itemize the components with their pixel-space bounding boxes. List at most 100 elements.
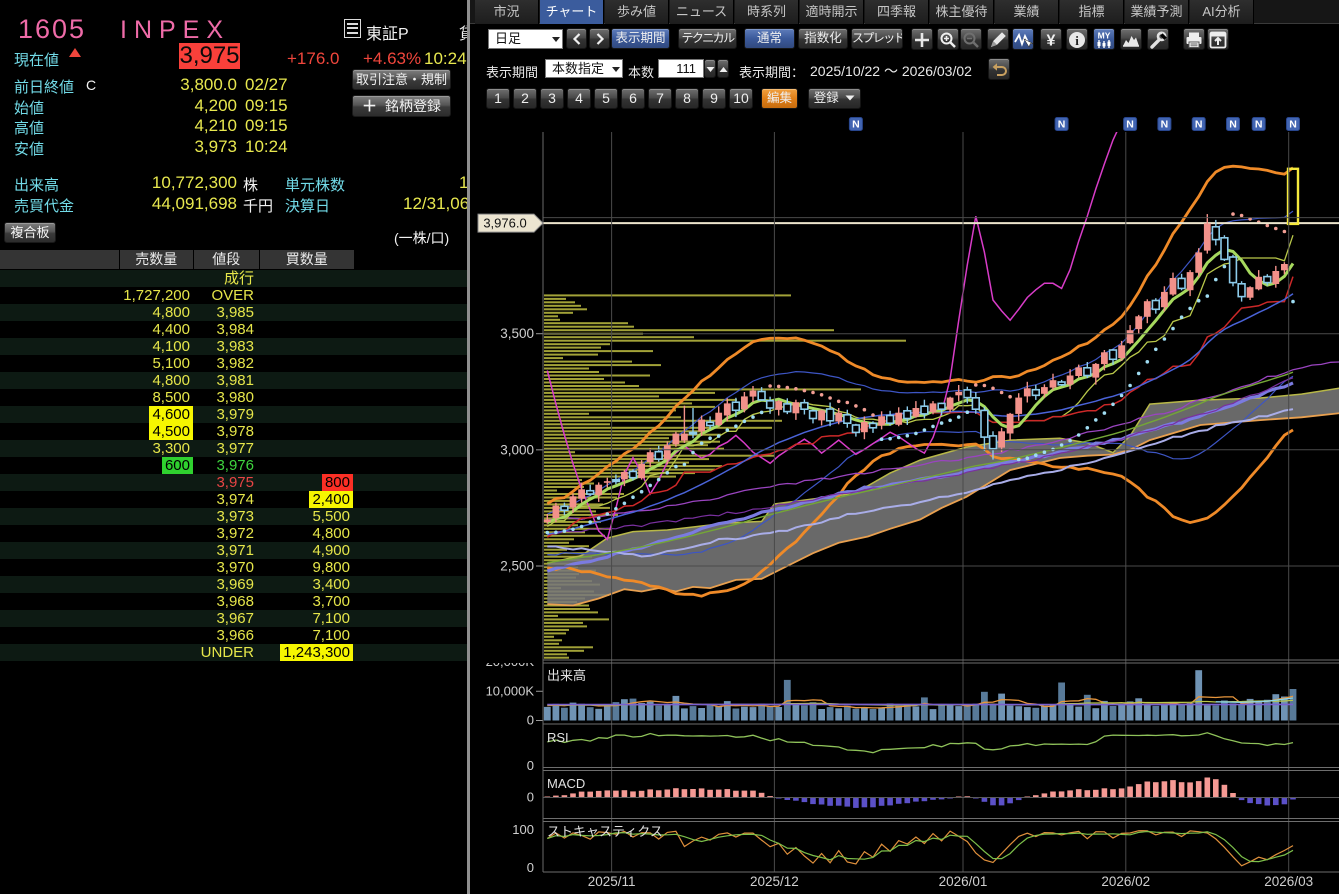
volume-bar: [715, 706, 723, 721]
register-dropdown[interactable]: 登録: [808, 88, 861, 109]
technical-button[interactable]: テクニカル: [678, 28, 737, 49]
spread-button[interactable]: スプレッド: [851, 28, 903, 49]
tab-forecast[interactable]: 業績予測: [1125, 0, 1189, 24]
orderbook-row[interactable]: 成行: [0, 270, 467, 287]
orderbook-row[interactable]: 5,100 3,982: [0, 355, 467, 372]
orderbook-row[interactable]: 3,970 9,800: [0, 559, 467, 576]
next-button[interactable]: [589, 28, 610, 49]
macd-bar: [981, 797, 988, 802]
register-stock-button[interactable]: ＋銘柄登録: [352, 95, 451, 117]
volume-profile-bar: [544, 489, 557, 492]
composite-board-button[interactable]: 複合板: [4, 222, 56, 243]
preset-6-button[interactable]: 6: [621, 88, 645, 109]
tab-shikiho[interactable]: 四季報: [865, 0, 929, 24]
spin-up-button[interactable]: [717, 59, 729, 78]
preset-8-button[interactable]: 8: [675, 88, 699, 109]
orderbook-row[interactable]: 4,800 3,981: [0, 372, 467, 389]
document-icon[interactable]: [344, 19, 361, 38]
area-chart-icon[interactable]: [1120, 28, 1142, 50]
tab-chart[interactable]: チャート: [540, 0, 604, 24]
trendline-icon[interactable]: [1012, 28, 1034, 50]
tab-disclosure[interactable]: 適時開示: [800, 0, 864, 24]
bar-count-input[interactable]: 111: [658, 59, 704, 78]
orderbook-row[interactable]: 3,967 7,100: [0, 610, 467, 627]
spin-down-button[interactable]: [704, 59, 716, 78]
news-marker-label: N: [1126, 119, 1134, 131]
print-icon[interactable]: [1183, 28, 1205, 50]
orderbook-row[interactable]: 4,100 3,983: [0, 338, 467, 355]
volume-profile-bar: [544, 398, 737, 401]
normal-button[interactable]: 通常: [744, 28, 795, 49]
market-segment: 東証P: [366, 26, 409, 43]
prev-button[interactable]: [566, 28, 587, 49]
tab-indicators[interactable]: 指標: [1060, 0, 1124, 24]
info-icon[interactable]: i: [1066, 28, 1088, 50]
sar-dot: [948, 418, 952, 423]
candle-down: [628, 470, 638, 479]
undo-icon[interactable]: [988, 58, 1010, 80]
zoom-in-icon[interactable]: [937, 28, 959, 50]
price-chart[interactable]: 3,500 3,000 2,500 N N N N N N N N 20,000K 10,000K 0 出来…: [470, 112, 1339, 894]
volume-profile-bar: [544, 468, 715, 471]
candle-up: [861, 422, 868, 433]
orderbook-row[interactable]: 4,800 3,985: [0, 304, 467, 321]
trade-warning-button[interactable]: 取引注意・規制: [352, 69, 451, 90]
preset-4-button[interactable]: 4: [567, 88, 591, 109]
preset-7-button[interactable]: 7: [648, 88, 672, 109]
orderbook-row[interactable]: 3,969 3,400: [0, 576, 467, 593]
tab-market[interactable]: 市況: [475, 0, 539, 24]
yen-icon[interactable]: ¥: [1040, 28, 1062, 50]
sar-dot: [1068, 438, 1072, 443]
tab-earnings[interactable]: 業績: [995, 0, 1059, 24]
tab-news[interactable]: ニュース: [670, 0, 734, 24]
candle-down: [800, 401, 809, 411]
y-axis-label: 3,000: [500, 442, 534, 457]
macd-bar: [827, 797, 833, 806]
orderbook-row[interactable]: 1,727,200 OVER: [0, 287, 467, 304]
preset-1-button[interactable]: 1: [486, 88, 510, 109]
orderbook-row[interactable]: 4,400 3,984: [0, 321, 467, 338]
quote-row-label-prev-close: 前日終値: [14, 79, 75, 96]
sar-dot: [862, 407, 867, 412]
my-chart-icon[interactable]: MY: [1093, 28, 1115, 50]
interval-select[interactable]: 日足: [488, 29, 563, 49]
quote-row-value-unit-shares: 1: [459, 173, 467, 192]
tab-ai[interactable]: AI分析: [1190, 0, 1254, 24]
tab-tick[interactable]: 歩み値: [605, 0, 669, 24]
orderbook-row[interactable]: UNDER 1,243,300: [0, 644, 467, 661]
preset-9-button[interactable]: 9: [702, 88, 726, 109]
quote-row-label-low: 安値: [14, 141, 45, 158]
edit-button[interactable]: 編集: [761, 88, 798, 109]
add-icon[interactable]: [911, 28, 933, 50]
orderbook-row[interactable]: 4,500 3,978: [0, 423, 467, 440]
indexed-button[interactable]: 指数化: [798, 28, 848, 49]
ma25-line: [547, 293, 1294, 536]
sar-dot: [1282, 229, 1287, 234]
orderbook-row[interactable]: 8,500 3,980: [0, 389, 467, 406]
popup-icon[interactable]: [1207, 28, 1229, 50]
draw-icon[interactable]: [987, 28, 1009, 50]
orderbook-row[interactable]: 3,968 3,700: [0, 593, 467, 610]
orderbook-row[interactable]: 3,975 800: [0, 474, 467, 491]
preset-3-button[interactable]: 3: [540, 88, 564, 109]
tab-timeseries[interactable]: 時系列: [735, 0, 799, 24]
period-mode-select[interactable]: 本数指定: [545, 59, 623, 78]
orderbook-row[interactable]: 3,974 2,400: [0, 491, 467, 508]
tab-benefits[interactable]: 株主優待: [930, 0, 994, 24]
preset-2-button[interactable]: 2: [513, 88, 537, 109]
orderbook-row[interactable]: 3,971 4,900: [0, 542, 467, 559]
orderbook-row[interactable]: 3,973 5,500: [0, 508, 467, 525]
orderbook-row[interactable]: 3,300 3,977: [0, 440, 467, 457]
orderbook-row[interactable]: 3,966 7,100: [0, 627, 467, 644]
display-period-button[interactable]: 表示期間: [611, 28, 670, 49]
zoom-out-icon[interactable]: [960, 28, 982, 50]
orderbook-row[interactable]: 4,600 3,979: [0, 406, 467, 423]
panel-divider[interactable]: [467, 0, 470, 894]
preset-10-button[interactable]: 10: [729, 88, 753, 109]
quote-flag: C: [86, 77, 97, 93]
orderbook-row[interactable]: 3,972 4,800: [0, 525, 467, 542]
settings-icon[interactable]: [1147, 28, 1169, 50]
preset-5-button[interactable]: 5: [594, 88, 618, 109]
orderbook-row[interactable]: 600 3,976: [0, 457, 467, 474]
macd-bar: [758, 792, 765, 798]
